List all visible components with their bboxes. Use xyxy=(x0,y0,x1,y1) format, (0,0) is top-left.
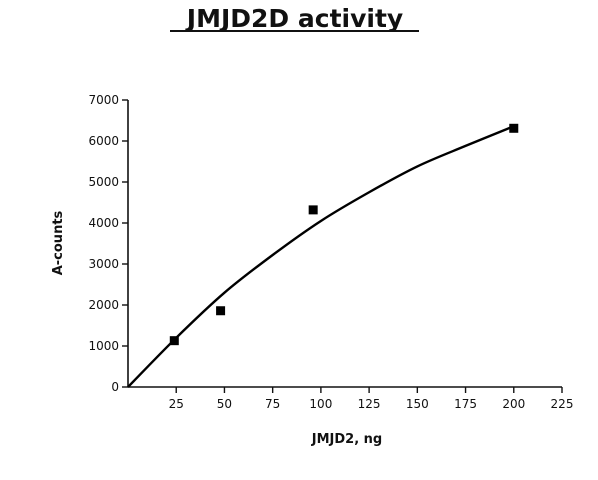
y-tick-label: 4000 xyxy=(88,216,119,230)
fit-curve xyxy=(127,125,515,388)
data-point-3 xyxy=(308,205,318,215)
x-tick-label: 75 xyxy=(265,397,280,411)
x-axis-ticks: 25 50 75 100 125 150 175 200 225 xyxy=(169,387,574,411)
x-tick-label: 125 xyxy=(358,397,381,411)
y-tick-label: 1000 xyxy=(88,339,119,353)
chart-title-group: JMJD2D activity xyxy=(170,4,419,33)
x-tick-label: 50 xyxy=(217,397,232,411)
y-tick-label: 5000 xyxy=(88,175,119,189)
x-tick-label: 100 xyxy=(309,397,332,411)
y-tick-label: 2000 xyxy=(88,298,119,312)
y-tick-label: 3000 xyxy=(88,257,119,271)
x-tick-label: 150 xyxy=(406,397,429,411)
data-point-4 xyxy=(509,123,519,133)
plot-area: 0 1000 2000 3000 4000 5000 6000 7000 25 50 75 100 1… xyxy=(88,93,573,411)
x-tick-label: 225 xyxy=(551,397,574,411)
y-tick-label: 0 xyxy=(111,380,119,394)
x-tick-label: 175 xyxy=(454,397,477,411)
x-tick-label: 200 xyxy=(502,397,525,411)
data-points xyxy=(169,123,519,346)
y-axis-ticks: 0 1000 2000 3000 4000 5000 6000 7000 xyxy=(88,93,128,394)
chart-title: JMJD2D activity xyxy=(185,4,403,33)
x-axis-label: JMJD2, ng xyxy=(311,432,382,447)
data-point-2 xyxy=(216,306,226,316)
x-tick-label: 25 xyxy=(169,397,184,411)
data-point-1 xyxy=(169,336,179,346)
y-tick-label: 7000 xyxy=(88,93,119,107)
y-tick-label: 6000 xyxy=(88,134,119,148)
y-axis-label: A-counts xyxy=(51,210,66,275)
